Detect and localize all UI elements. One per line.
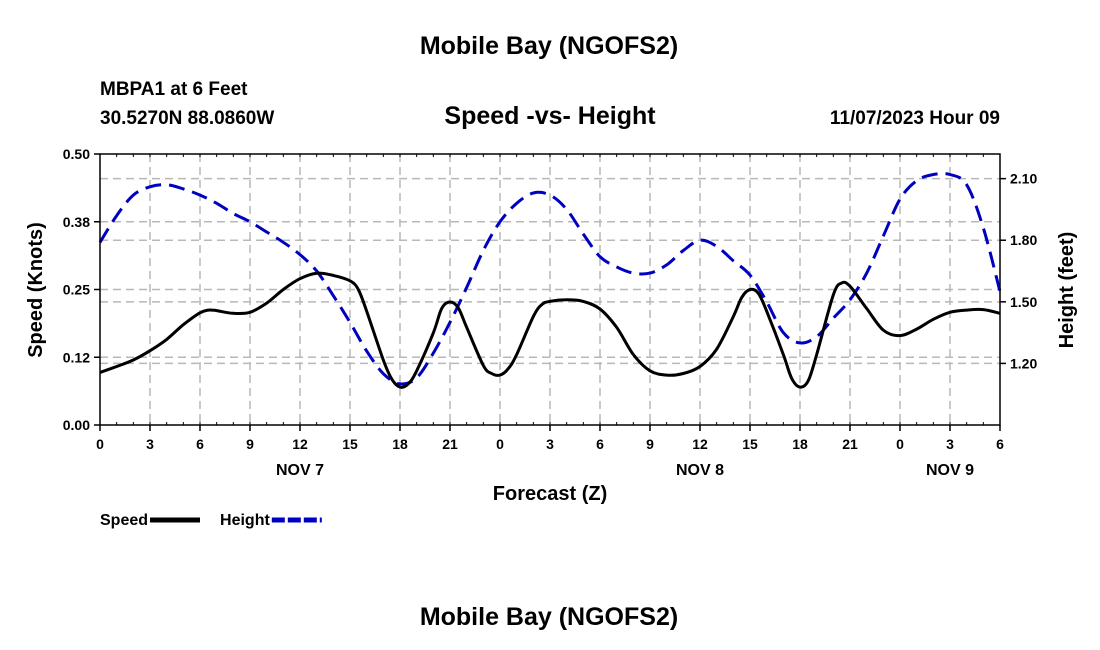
date-label: NOV 9 xyxy=(926,462,974,479)
legend: Speed Height xyxy=(100,512,322,529)
y-axis-right-label: Height (feet) xyxy=(1056,232,1078,349)
x-axis-label: Forecast (Z) xyxy=(493,483,607,505)
y-left-tick-label: 0.50 xyxy=(63,146,90,162)
bottom-title: Mobile Bay (NGOFS2) xyxy=(420,603,678,631)
x-tick-label: 18 xyxy=(792,436,808,452)
x-tick-label: 9 xyxy=(646,436,654,452)
y-right-tick-label: 1.80 xyxy=(1010,232,1037,248)
date-label: NOV 8 xyxy=(676,462,724,479)
x-tick-label: 3 xyxy=(546,436,554,452)
x-tick-label: 0 xyxy=(96,436,104,452)
y-axis-left-label: Speed (Knots) xyxy=(25,222,47,358)
x-tick-label: 6 xyxy=(996,436,1004,452)
date-label: NOV 7 xyxy=(276,462,324,479)
x-tick-label: 0 xyxy=(496,436,504,452)
x-tick-label: 0 xyxy=(896,436,904,452)
forecast-datetime: 11/07/2023 Hour 09 xyxy=(830,108,1000,129)
series-lines xyxy=(98,171,1002,389)
y-right-tick-label: 1.50 xyxy=(1010,294,1037,310)
x-tick-label: 3 xyxy=(946,436,954,452)
y-left-tick-label: 0.38 xyxy=(63,214,90,230)
x-tick-label: 6 xyxy=(196,436,204,452)
chart-subtitle: Speed -vs- Height xyxy=(444,102,656,130)
y-right-tick-label: 2.10 xyxy=(1010,171,1037,187)
y-right-tick-label: 1.20 xyxy=(1010,355,1037,371)
station-label: MBPA1 at 6 Feet xyxy=(100,79,248,100)
x-tick-label: 12 xyxy=(292,436,308,452)
y-left-tick-label: 0.00 xyxy=(63,417,90,433)
y-left-tick-label: 0.25 xyxy=(63,282,90,298)
grid-lines xyxy=(100,154,1000,425)
plot-frame xyxy=(99,153,1001,426)
series-line-speed xyxy=(99,271,1001,389)
x-tick-label: 15 xyxy=(742,436,758,452)
x-tick-label: 21 xyxy=(842,436,858,452)
y-left-tick-label: 0.12 xyxy=(63,349,90,365)
x-tick-label: 9 xyxy=(246,436,254,452)
main-title: Mobile Bay (NGOFS2) xyxy=(420,32,678,60)
x-tick-label: 3 xyxy=(146,436,154,452)
legend-label-height: Height xyxy=(220,512,270,529)
legend-label-speed: Speed xyxy=(100,512,148,529)
x-tick-label: 15 xyxy=(342,436,358,452)
coordinates-label: 30.5270N 88.0860W xyxy=(100,108,274,129)
x-tick-label: 21 xyxy=(442,436,458,452)
x-tick-label: 18 xyxy=(392,436,408,452)
x-tick-label: 6 xyxy=(596,436,604,452)
x-tick-label: 12 xyxy=(692,436,708,452)
tick-labels: 0 3 6 9 12 15 18 21 0 3 6 9 12 15 18 21 0 3 6 0.00 0.12 0.25 0… xyxy=(63,146,1038,479)
